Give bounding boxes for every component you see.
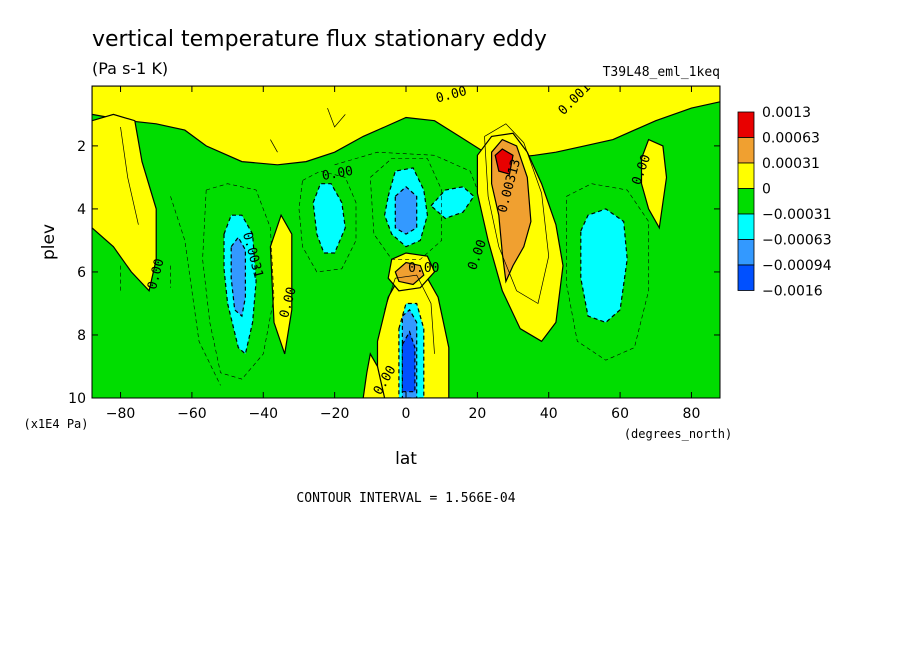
y-tick-label: 4 (77, 202, 86, 218)
x-tick-label: −40 (248, 406, 278, 422)
legend-label: −0.0016 (762, 284, 823, 300)
contour-region (394, 185, 418, 235)
x-axis-units: (degrees_north) (624, 427, 732, 441)
contour-line (202, 183, 275, 380)
contour-line (298, 170, 357, 273)
legend-label: 0.00063 (762, 131, 820, 147)
contour-label: 0.00 (321, 164, 354, 184)
x-tick-label: 40 (540, 406, 558, 422)
contour-line (120, 126, 139, 225)
contour-region (230, 236, 246, 318)
legend-swatch (737, 213, 755, 240)
legend-label: 0.00031 (762, 156, 820, 172)
y-axis: 2 4 6 8 10 (68, 139, 720, 407)
x-tick-label: 20 (468, 406, 486, 422)
contour-region (640, 138, 668, 230)
legend-swatch (737, 111, 755, 138)
contour-line (334, 151, 478, 191)
contour-region (394, 261, 425, 286)
legend-label: −0.00063 (762, 233, 832, 249)
contour-region (92, 113, 157, 293)
x-axis-label: lat (395, 449, 417, 469)
legend-label: 0.0013 (762, 105, 811, 121)
color-legend: 0.0013 0.00063 0.00031 0 −0.00031 −0.00063 −0.… (737, 105, 832, 300)
contour-region (494, 148, 514, 175)
experiment-label: T39L48_eml_1keq (603, 65, 720, 80)
contour-region (362, 352, 386, 398)
contour-line (270, 139, 278, 153)
contour-region (92, 86, 720, 166)
contour-region (312, 183, 346, 254)
contour-label: 0.00 (408, 261, 439, 276)
chart-title: vertical temperature flux stationary edd… (92, 27, 547, 52)
y-axis-label: plev (39, 224, 59, 260)
legend-label: 0 (762, 182, 771, 198)
y-tick-label: 6 (77, 265, 86, 281)
contour-line (384, 274, 435, 354)
legend-label: −0.00031 (762, 207, 832, 223)
contour-line (484, 123, 550, 305)
contour-interval: CONTOUR INTERVAL = 1.566E-04 (296, 491, 515, 506)
y-axis-units: (x1E4 Pa) (23, 417, 88, 431)
x-tick-label: 60 (611, 406, 629, 422)
contour-line (566, 183, 649, 361)
legend-swatch (737, 137, 755, 164)
contour-line (170, 196, 221, 386)
contour-region (401, 330, 416, 393)
x-tick-label: 0 (402, 406, 411, 422)
contour-region (580, 208, 628, 324)
legend-swatch (737, 188, 755, 215)
chart-units: (Pa s-1 K) (92, 59, 168, 78)
contour-line (327, 107, 346, 128)
contour-line (370, 158, 443, 260)
x-axis: −80 −60 −40 −20 0 20 40 60 80 (106, 86, 701, 422)
x-tick-label: −60 (177, 406, 207, 422)
contour-lines (120, 107, 649, 386)
contour-region (491, 138, 532, 284)
legend-swatch (737, 239, 755, 266)
y-tick-label: 2 (77, 139, 86, 155)
x-tick-label: −80 (106, 406, 136, 422)
legend-label: −0.00094 (762, 258, 832, 274)
y-tick-label: 8 (77, 328, 86, 344)
legend-swatch (737, 162, 755, 189)
x-tick-label: 80 (683, 406, 701, 422)
y-tick-label: 10 (68, 391, 86, 407)
contour-region (269, 213, 293, 355)
x-tick-label: −20 (320, 406, 350, 422)
legend-swatch (737, 264, 755, 291)
